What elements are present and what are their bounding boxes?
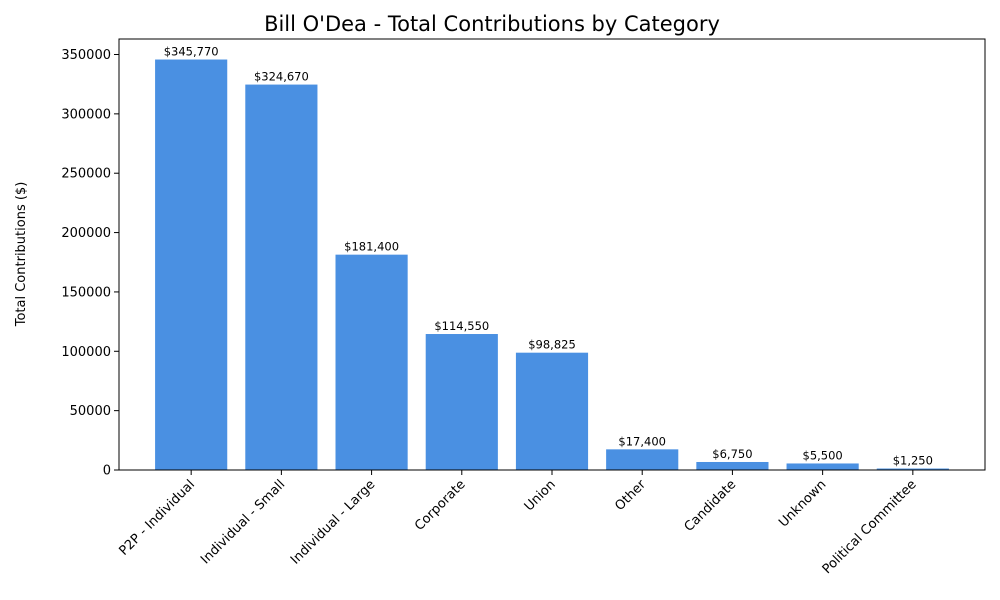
y-tick-label-6: 300000 bbox=[61, 107, 111, 122]
y-axis: 0 50000 100000 150000 200000 250000 300000 3500… bbox=[61, 48, 119, 479]
bar-1 bbox=[245, 84, 318, 470]
data-label-3: $114,550 bbox=[434, 319, 489, 333]
chart-title: Bill O'Dea - Total Contributions by Cate… bbox=[264, 12, 720, 36]
x-tick-label-0: P2P - Individual bbox=[117, 477, 198, 558]
y-tick-label-2: 100000 bbox=[61, 345, 111, 360]
y-axis-label: Total Contributions ($) bbox=[14, 182, 29, 328]
x-tick-label-2: Individual - Large bbox=[288, 477, 378, 567]
bar-3 bbox=[425, 334, 498, 470]
y-tick-label-5: 250000 bbox=[61, 167, 111, 182]
data-label-2: $181,400 bbox=[344, 240, 399, 254]
y-tick-label-7: 350000 bbox=[61, 48, 111, 63]
x-tick-label-8: Political Committee bbox=[820, 477, 920, 577]
y-tick-label-3: 150000 bbox=[61, 285, 111, 300]
bar-2 bbox=[335, 254, 408, 470]
data-labels-group: $345,770 $324,670 $181,400 $114,550 $98,825 $… bbox=[164, 45, 933, 468]
bar-0 bbox=[155, 59, 228, 470]
x-tick-label-3: Corporate bbox=[412, 477, 469, 534]
y-tick-label-1: 50000 bbox=[70, 404, 111, 419]
x-tick-label-7: Unknown bbox=[776, 477, 829, 530]
plot-frame bbox=[118, 38, 986, 471]
data-label-8: $1,250 bbox=[893, 454, 933, 468]
bars-group bbox=[155, 59, 949, 470]
data-label-1: $324,670 bbox=[254, 70, 309, 84]
data-label-7: $5,500 bbox=[803, 448, 843, 462]
y-tick-label-0: 0 bbox=[103, 464, 111, 479]
bar-7 bbox=[786, 463, 859, 470]
bar-5 bbox=[606, 449, 679, 470]
y-tick-label-4: 200000 bbox=[61, 226, 111, 241]
x-tick-label-4: Union bbox=[522, 477, 559, 514]
bar-8 bbox=[876, 468, 949, 470]
data-label-6: $6,750 bbox=[712, 447, 752, 461]
data-label-5: $17,400 bbox=[618, 434, 666, 448]
x-tick-label-1: Individual - Small bbox=[198, 477, 288, 567]
bar-4 bbox=[515, 352, 589, 470]
bar-6 bbox=[696, 461, 769, 470]
x-tick-label-6: Candidate bbox=[682, 477, 740, 535]
data-label-0: $345,770 bbox=[164, 45, 219, 59]
x-tick-label-5: Other bbox=[612, 477, 649, 514]
x-axis: P2P - Individual Individual - Small Indivi… bbox=[117, 470, 920, 577]
data-label-4: $98,825 bbox=[528, 338, 576, 352]
